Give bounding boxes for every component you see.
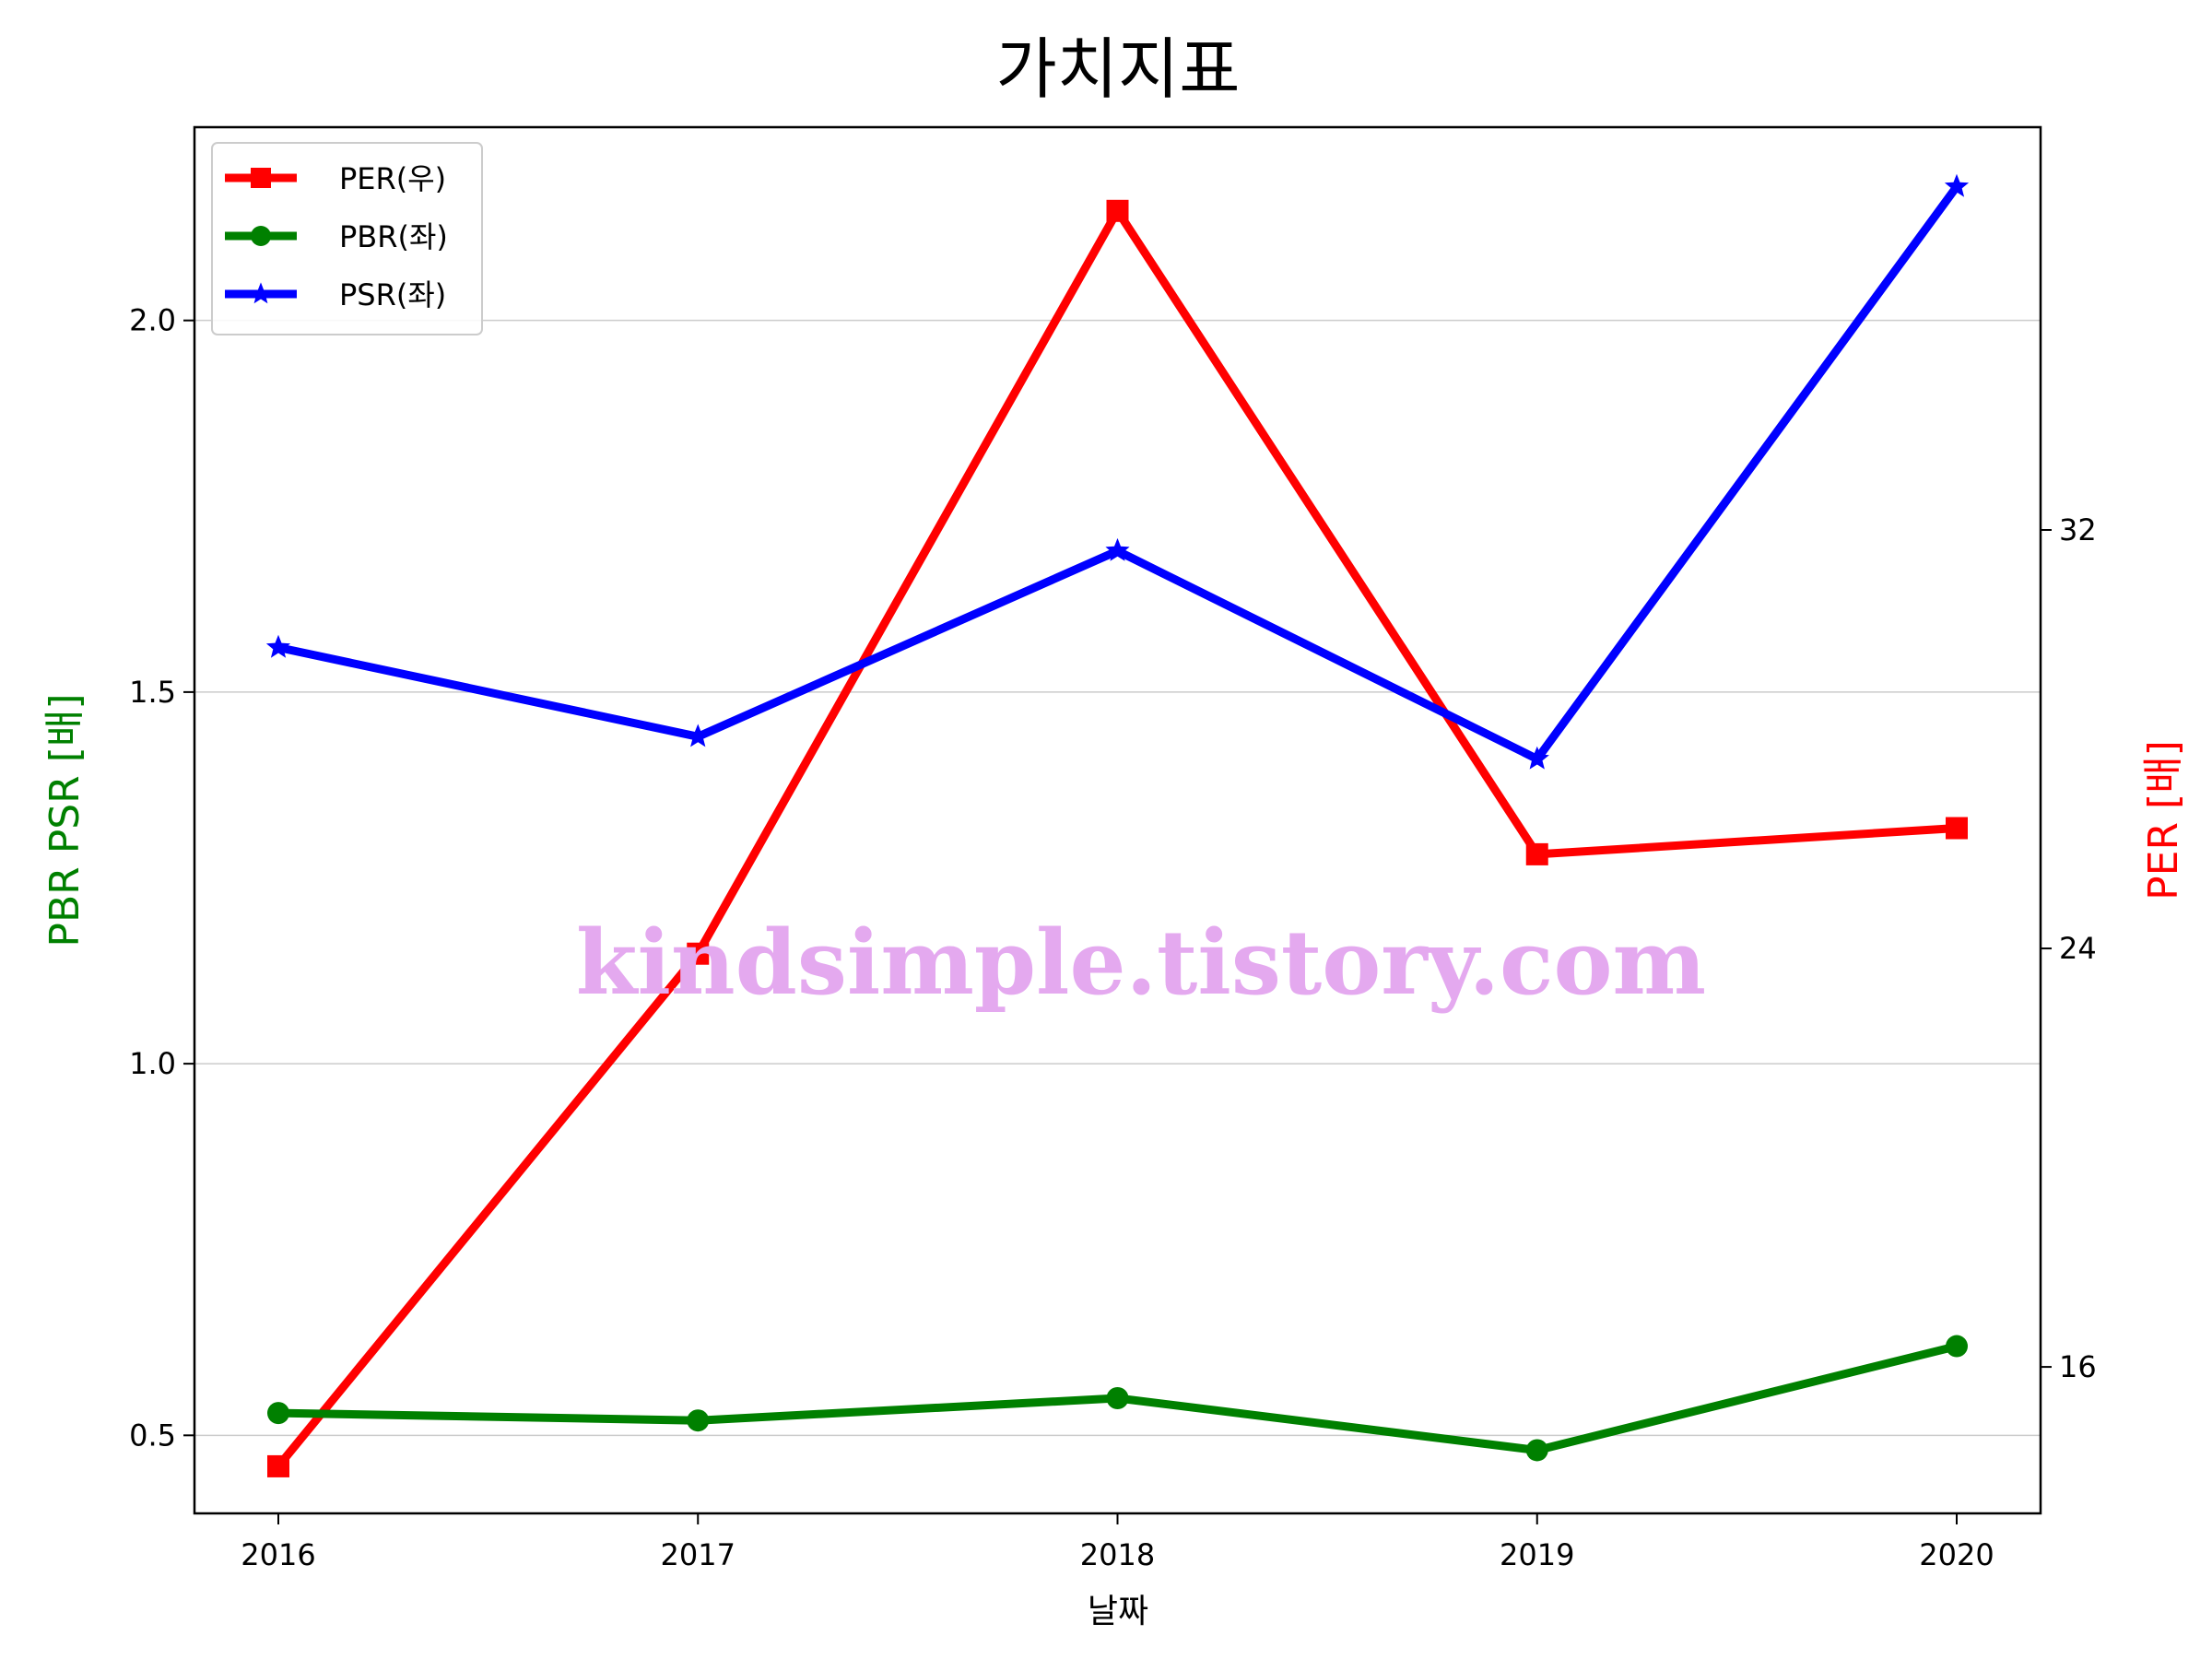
data-point [265,634,291,658]
data-point [1524,746,1549,770]
legend-label: PER(우) [339,161,446,196]
series-layer [265,173,1970,1477]
data-point [1944,173,1970,197]
data-point [1105,537,1130,561]
series-square [267,199,1968,1477]
data-point [1946,1335,1968,1358]
x-axis: 2016 2017 2018 2019 2020 [241,1513,1994,1572]
legend-label: PBR(좌) [339,219,448,254]
data-point [267,1454,289,1477]
legend-marker [250,282,272,304]
data-point [1525,1439,1548,1462]
legend: PER(우) PBR(좌) PSR(좌) [211,142,483,335]
x-tick-label: 2020 [1919,1537,1994,1572]
data-point [1946,817,1968,840]
left-y-tick-label: 1.0 [129,1046,176,1081]
data-point [267,1402,289,1425]
grid-lines [194,319,2041,1437]
x-axis-title: 날짜 [1088,1593,1148,1630]
data-point [687,1409,710,1432]
x-tick-label: 2019 [1500,1537,1574,1572]
legend-marker [251,226,271,246]
series-line [277,183,1960,765]
x-tick-label: 2018 [1080,1537,1155,1572]
series-star [265,173,1970,770]
right-y-axis-title: PER [배] [2140,740,2187,900]
data-point [1525,842,1548,865]
data-point [1106,199,1129,222]
series-circle [267,1335,1968,1462]
left-y-axis: 0.5 1.0 1.5 2.0 [129,303,194,1453]
data-point [687,942,710,965]
legend-box [211,142,483,335]
left-y-tick-label: 1.5 [129,675,176,710]
x-tick-label: 2017 [661,1537,735,1572]
watermark-text: kindsimple.tistory.com [576,911,1706,1015]
right-y-tick-label: 32 [2059,512,2097,547]
legend-label: PSR(좌) [339,277,446,312]
data-point [686,724,711,747]
data-point [1106,1387,1129,1410]
left-y-tick-label: 0.5 [129,1418,176,1453]
left-y-tick-label: 2.0 [129,303,176,338]
right-y-tick-label: 16 [2059,1349,2097,1384]
x-tick-label: 2016 [241,1537,315,1572]
chart-title: 가치지표 [996,30,1241,108]
series-line [275,203,1958,1469]
left-y-axis-title: PBR PSR [배] [41,693,88,947]
legend-marker [251,168,271,188]
right-y-axis: 16 24 32 [2041,512,2097,1384]
right-y-tick-label: 24 [2059,931,2097,966]
